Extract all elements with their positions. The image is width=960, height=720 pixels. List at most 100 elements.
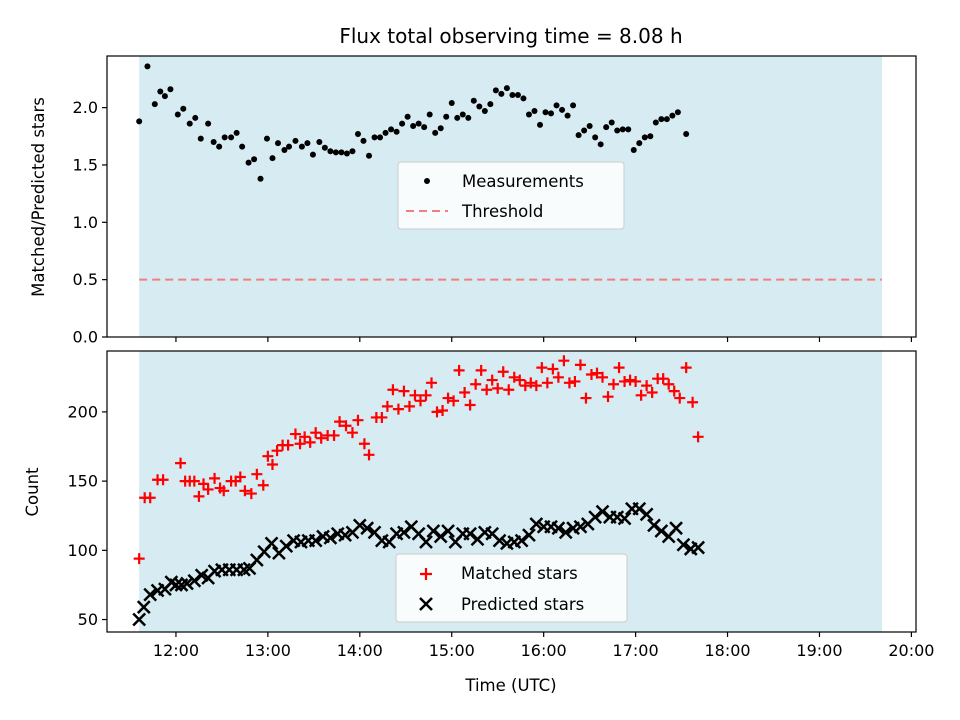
measurement-point	[415, 120, 422, 127]
measurement-point	[321, 144, 328, 151]
matched-star-point	[175, 457, 187, 469]
matched-star-point	[381, 400, 393, 412]
matched-star-point	[541, 377, 553, 389]
matched-star-point	[334, 416, 346, 428]
predicted-star-point	[426, 524, 441, 538]
matched-star-point	[340, 420, 352, 432]
matched-star-point	[245, 488, 257, 500]
predicted-star-point	[323, 530, 338, 545]
measurement-point	[286, 143, 293, 150]
predicted-star-point	[551, 521, 566, 536]
bottom-axes-frame	[106, 350, 917, 633]
matched-star-point	[289, 428, 301, 440]
y-tick-label: 150	[67, 472, 98, 491]
matched-star-point	[426, 377, 438, 389]
predicted-star-point	[529, 517, 544, 531]
matched-star-point	[508, 371, 520, 383]
predicted-star-point	[279, 539, 294, 554]
matched-star-point	[310, 427, 322, 439]
measurement-point	[647, 133, 654, 140]
matched-star-point	[398, 385, 410, 397]
measurement-point	[210, 139, 217, 146]
measurement-point	[298, 143, 305, 150]
matched-star-point	[530, 380, 542, 392]
measurement-point	[570, 102, 577, 109]
measurement-point	[625, 126, 632, 133]
matched-star-point	[497, 366, 509, 378]
predicted-star-point	[676, 537, 691, 552]
matched-star-point	[144, 492, 156, 504]
measurement-point	[157, 88, 164, 95]
y-tick-label: 1.0	[73, 213, 98, 232]
measurement-point	[520, 95, 527, 102]
matched-stars-legend-label: Matched stars	[461, 564, 578, 583]
matched-star-point	[624, 374, 636, 386]
matched-star-point	[558, 355, 570, 367]
measurement-point	[432, 129, 439, 136]
matched-star-point	[657, 373, 669, 385]
measurement-point	[603, 124, 610, 131]
predicted-star-point	[588, 510, 603, 524]
measurement-point	[257, 175, 264, 182]
matched-star-point	[376, 411, 388, 423]
matched-star-point	[266, 459, 278, 471]
measurement-point	[304, 140, 311, 147]
measurement-point	[343, 150, 350, 157]
measurement-point	[354, 130, 361, 137]
predicted-star-point	[338, 528, 352, 542]
predicted-star-point	[573, 519, 588, 534]
measurement-point	[592, 134, 599, 141]
matched-star-point	[299, 431, 311, 443]
matched-star-point	[580, 392, 592, 404]
matched-star-point	[635, 389, 647, 401]
predicted-star-point	[143, 587, 158, 602]
measurement-point	[652, 119, 659, 126]
matched-star-point	[585, 369, 597, 381]
measurement-point	[619, 126, 626, 133]
measurements-legend-marker	[424, 178, 430, 184]
matched-star-point	[459, 387, 471, 399]
measurement-point	[658, 116, 665, 123]
matched-star-point	[563, 377, 575, 389]
top-x-ticks	[175, 337, 913, 342]
measurement-point	[410, 122, 417, 129]
top-legend-box	[397, 161, 625, 230]
measurement-point	[151, 101, 158, 108]
predicted-star-point	[169, 578, 183, 592]
measurements-legend-label: Measurements	[462, 172, 584, 191]
predicted-star-point	[463, 526, 478, 541]
measurement-point	[144, 63, 151, 70]
bottom-legend: Matched stars Predicted stars	[395, 553, 628, 623]
matched-star-point	[613, 362, 625, 374]
matched-star-point	[519, 380, 531, 392]
predicted-star-point	[308, 533, 323, 548]
measurement-point	[245, 159, 252, 166]
measurement-point	[421, 124, 428, 131]
measurement-point	[548, 110, 555, 117]
x-tick-label: 15:00	[429, 641, 475, 660]
measurement-point	[553, 102, 560, 109]
measurement-point	[192, 114, 199, 121]
matched-star-point	[420, 389, 432, 401]
predicted-star-point	[264, 536, 279, 551]
matched-star-point	[392, 403, 404, 415]
measurement-point	[377, 134, 384, 141]
matched-star-point	[464, 399, 476, 411]
matched-star-point	[437, 405, 449, 417]
matched-star-point	[663, 378, 675, 390]
measurement-point	[459, 111, 466, 118]
x-tick-label: 14:00	[337, 641, 383, 660]
measurement-point	[476, 103, 483, 110]
matched-star-point	[486, 374, 498, 386]
measurement-point	[382, 129, 389, 136]
measurement-point	[636, 140, 643, 147]
measurement-point	[454, 114, 461, 121]
measurement-point	[360, 137, 367, 144]
predicted-star-point	[419, 535, 433, 549]
matched-star-point	[552, 371, 564, 383]
measurement-point	[388, 126, 395, 133]
top-legend: Measurements Threshold	[397, 161, 625, 230]
matched-star-point	[680, 362, 692, 374]
measurement-point	[597, 141, 604, 148]
